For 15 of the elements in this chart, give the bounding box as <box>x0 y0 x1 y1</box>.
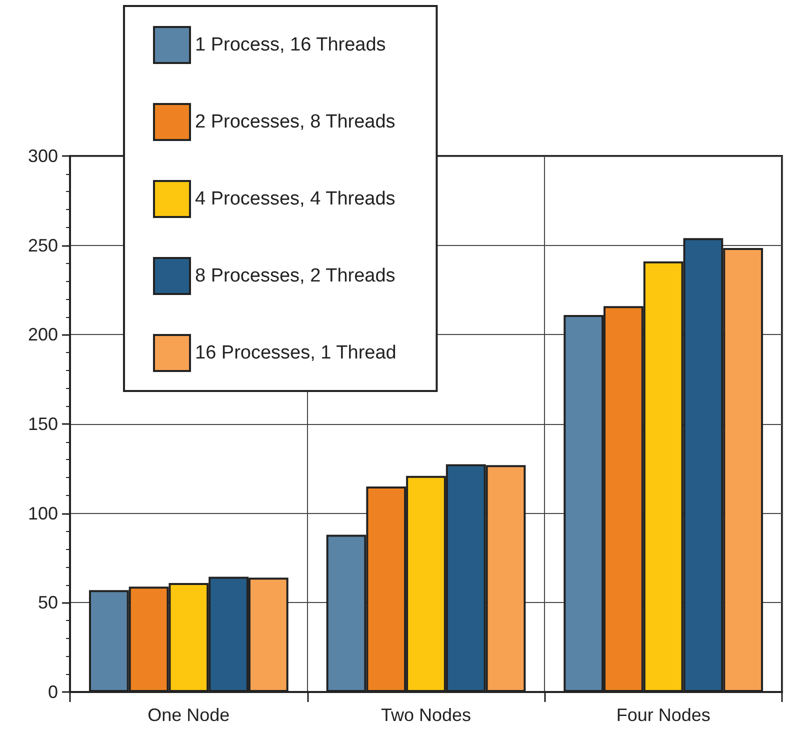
x-tick-label: Two Nodes <box>380 705 472 725</box>
y-tick-label: 300 <box>28 146 58 166</box>
legend-label: 1 Process, 16 Threads <box>195 34 386 56</box>
legend-label: 2 Processes, 8 Threads <box>195 112 396 132</box>
legend-label: 8 Processes, 2 Threads <box>195 266 396 286</box>
legend-label: 4 Processes, 4 Threads <box>195 188 396 210</box>
y-tick-label: 150 <box>28 414 58 434</box>
legend-label: 16 Processes, 1 Thread <box>195 342 396 364</box>
y-tick-label: 100 <box>28 503 58 524</box>
y-tick-label: 250 <box>28 235 58 256</box>
y-tick-label: 200 <box>28 324 58 345</box>
x-tick-label: One Node <box>148 705 230 725</box>
x-tick-label: Four Nodes <box>616 705 710 725</box>
y-tick-label: 0 <box>48 682 58 702</box>
y-tick-label: 50 <box>38 592 58 613</box>
